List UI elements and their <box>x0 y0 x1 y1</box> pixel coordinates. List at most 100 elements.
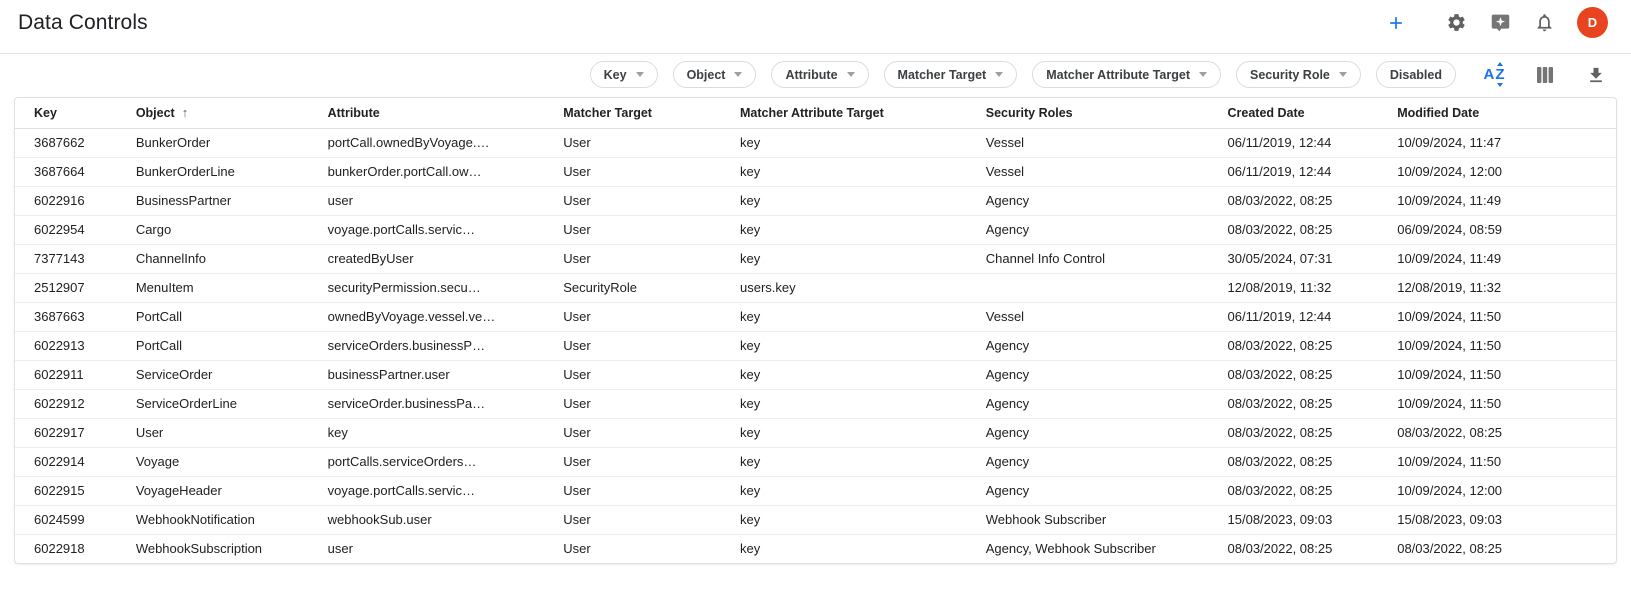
cell-security-roles: Vessel <box>985 135 1025 150</box>
cell-created-date: 08/03/2022, 08:25 <box>1208 446 1379 476</box>
table-row[interactable]: 7377143 ChannelInfo createdByUser User key Ch… <box>15 243 1616 273</box>
column-header-attribute[interactable]: Attribute <box>308 98 545 129</box>
cell-object: ChannelInfo <box>116 243 309 273</box>
table-row[interactable]: 6022954 Cargo voyage.portCalls.servic… User… <box>15 214 1616 244</box>
cell-matcher-attribute-target: key <box>721 359 967 389</box>
cell-attribute: voyage.portCalls.servic… <box>308 475 545 505</box>
filter-chip-key[interactable]: Key <box>589 61 658 88</box>
table-row[interactable]: 6022914 Voyage portCalls.serviceOrders… Use… <box>15 446 1616 476</box>
filter-chip-object[interactable]: Object <box>672 61 757 88</box>
cell-matcher-attribute-target: key <box>721 446 967 476</box>
add-button[interactable] <box>1385 12 1407 34</box>
column-header-matcher-target[interactable]: Matcher Target <box>544 98 722 129</box>
cell-attribute: key <box>308 417 545 447</box>
sort-ascending-icon: ↑ <box>181 105 189 121</box>
cell-object: Voyage <box>116 446 309 476</box>
cell-matcher-attribute-target: key <box>721 185 967 215</box>
cell-matcher-attribute-target: key <box>721 301 967 331</box>
cell-object: BusinessPartner <box>116 185 309 215</box>
table-row[interactable]: 6022913 PortCall serviceOrders.businessP… U… <box>15 330 1616 360</box>
bell-icon <box>1534 12 1555 33</box>
table-row[interactable]: 6022917 User key User key Agency 08/03/2022, 0… <box>15 417 1616 447</box>
table-row[interactable]: 6022912 ServiceOrderLine serviceOrder.busi… <box>15 388 1616 418</box>
cell-attribute: ownedByVoyage.vessel.ve… <box>308 301 545 331</box>
table-row[interactable]: 2512907 MenuItem securityPermission.secu… S… <box>15 272 1616 302</box>
filter-chip-attribute[interactable]: Attribute <box>771 61 869 88</box>
filter-chip-matcher-target[interactable]: Matcher Target <box>883 61 1018 88</box>
cell-security-roles: Vessel <box>966 156 1209 186</box>
cell-key: 6022914 <box>15 446 117 476</box>
table-row[interactable]: 6022918 WebhookSubscription user User key Age… <box>15 533 1616 563</box>
cell-matcher-target: User <box>544 214 722 244</box>
page-title: Data Controls <box>18 10 148 34</box>
data-controls-card: Key Object ↑ Attribute Matcher Target Matcher… <box>14 97 1617 564</box>
column-header-security-roles[interactable]: Security Roles <box>966 98 1209 129</box>
cell-object: WebhookNotification <box>116 504 309 534</box>
filter-chip-disabled[interactable]: Disabled <box>1375 61 1456 88</box>
filter-chip-label: Matcher Attribute Target <box>1046 67 1190 82</box>
table-row[interactable]: 3687663 PortCall ownedByVoyage.vessel.ve… U… <box>15 301 1616 331</box>
cell-attribute: webhookSub.user <box>308 504 545 534</box>
cell-modified-date: 10/09/2024, 11:47 <box>1397 135 1502 150</box>
column-header-label: Matcher Target <box>563 105 652 120</box>
table-row[interactable]: 6024599 WebhookNotification webhookSub.use… <box>15 504 1616 534</box>
column-header-label: Security Roles <box>985 105 1073 120</box>
avatar-initial: D <box>1587 15 1598 30</box>
column-header-label: Key <box>34 105 57 120</box>
updates-button[interactable] <box>1489 12 1511 34</box>
cell-object: User <box>116 417 309 447</box>
cell-key: 6022916 <box>15 185 117 215</box>
avatar[interactable]: D <box>1577 7 1608 38</box>
notifications-button[interactable] <box>1533 12 1555 34</box>
cell-modified-date: 08/03/2022, 08:25 <box>1378 417 1616 447</box>
cell-created-date: 12/08/2019, 11:32 <box>1208 272 1379 302</box>
filter-chips: Key Object Attribute Matcher Target Matcher … <box>589 61 1456 88</box>
chevron-down-icon <box>734 72 743 77</box>
column-settings-button[interactable] <box>1534 64 1556 86</box>
table-row[interactable]: 6022915 VoyageHeader voyage.portCalls.serv… <box>15 475 1616 505</box>
filter-chip-matcher-attribute-target[interactable]: Matcher Attribute Target <box>1032 61 1221 88</box>
column-header-modified-date[interactable]: Modified Date <box>1378 98 1616 129</box>
filter-chip-security-role[interactable]: Security Role <box>1236 61 1361 88</box>
cell-modified-date: 12/08/2019, 11:32 <box>1378 272 1616 302</box>
cell-key: 6024599 <box>15 504 117 534</box>
column-header-object[interactable]: Object ↑ <box>116 98 309 129</box>
table-row[interactable]: 6022916 BusinessPartner user User key Agency 0… <box>15 185 1616 215</box>
cell-security-roles: Agency <box>966 214 1209 244</box>
cell-object: MenuItem <box>116 272 309 302</box>
cell-created-date: 08/03/2022, 08:25 <box>1208 475 1379 505</box>
download-button[interactable] <box>1585 64 1607 86</box>
column-header-key[interactable]: Key <box>15 98 117 129</box>
cell-attribute: securityPermission.secu… <box>308 272 545 302</box>
cell-modified-date: 10/09/2024, 12:00 <box>1378 156 1616 186</box>
sparkle-badge-icon <box>1490 12 1511 33</box>
plus-icon <box>1386 13 1406 33</box>
cell-modified-date: 10/09/2024, 11:50 <box>1378 301 1616 331</box>
settings-button[interactable] <box>1445 12 1467 34</box>
cell-key: 3687663 <box>15 301 117 331</box>
cell-object: BunkerOrder <box>135 135 211 150</box>
cell-security-roles: Agency <box>966 446 1209 476</box>
cell-key: 6022917 <box>15 417 117 447</box>
table-row[interactable]: 3687662 BunkerOrder portCall.ownedByVoyage… <box>15 128 1616 157</box>
cell-matcher-target: User <box>544 359 722 389</box>
table-row[interactable]: 6022911 ServiceOrder businessPartner.user U… <box>15 359 1616 389</box>
cell-object: VoyageHeader <box>116 475 309 505</box>
cell-matcher-target: User <box>544 185 722 215</box>
cell-matcher-attribute-target: key <box>721 243 967 273</box>
cell-matcher-attribute-target: key <box>721 475 967 505</box>
cell-security-roles: Channel Info Control <box>966 243 1209 273</box>
column-header-matcher-attribute-target[interactable]: Matcher Attribute Target <box>721 98 967 129</box>
cell-key: 2512907 <box>15 272 117 302</box>
cell-key: 3687664 <box>15 156 117 186</box>
table-row[interactable]: 3687664 BunkerOrderLine bunkerOrder.portCa… <box>15 156 1616 186</box>
chevron-down-icon <box>1338 72 1347 77</box>
chevron-down-icon <box>635 72 644 77</box>
cell-matcher-target: User <box>544 330 722 360</box>
cell-attribute: serviceOrder.businessPa… <box>308 388 545 418</box>
cell-matcher-target: User <box>544 417 722 447</box>
cell-security-roles: Agency <box>966 388 1209 418</box>
cell-matcher-attribute-target: key <box>721 504 967 534</box>
column-header-created-date[interactable]: Created Date <box>1208 98 1379 129</box>
